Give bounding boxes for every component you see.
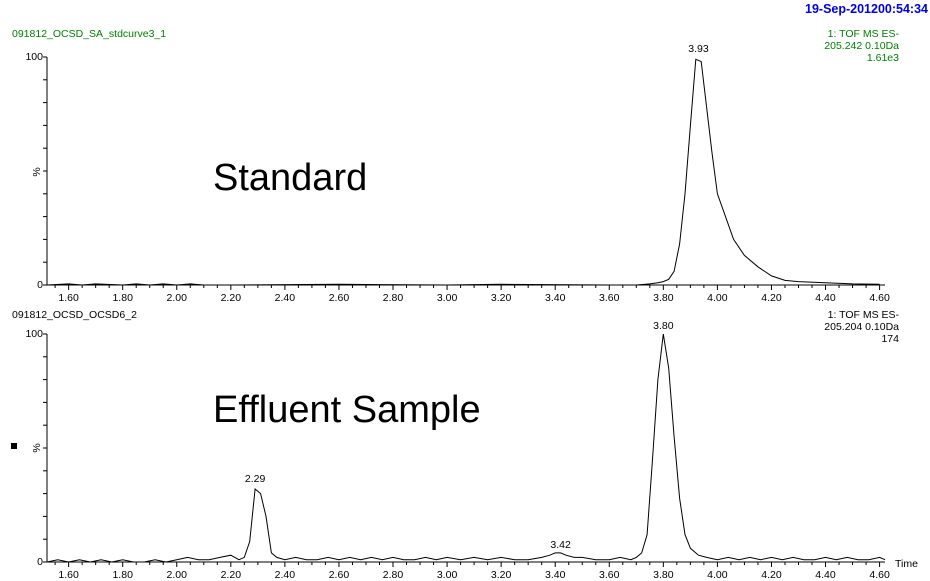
x-tick-label: 3.20 <box>491 292 512 304</box>
mass-window: 205.204 0.10Da <box>824 321 899 333</box>
mass-window: 205.242 0.10Da <box>824 40 899 52</box>
peak-label: 3.93 <box>688 43 709 55</box>
x-tick-label: 4.20 <box>761 569 782 581</box>
x-tick-label: 4.00 <box>707 292 728 304</box>
sample-name: 091812_OCSD_SA_stdcurve3_1 <box>12 28 166 40</box>
x-tick-label: 3.40 <box>545 292 566 304</box>
x-tick-labels: 1.60 1.80 2.00 2.20 2.40 2.60 2.80 3.00 3.20 3.40… <box>58 569 890 581</box>
peak-label: 3.42 <box>550 539 571 551</box>
panel-title: Effluent Sample <box>213 389 481 431</box>
x-tick-label: 2.20 <box>221 569 242 581</box>
x-tick-label: 3.00 <box>437 292 458 304</box>
x-tick-label: 2.80 <box>383 292 404 304</box>
y-axis-label: % <box>31 443 43 452</box>
chromatogram-trace <box>46 58 880 286</box>
chromatogram-trace <box>46 333 886 563</box>
y-tick-label: 0 <box>37 556 43 568</box>
x-tick-labels: 1.60 1.80 2.00 2.20 2.40 2.60 2.80 3.00 3.20 3.40… <box>58 292 890 304</box>
axes <box>43 56 885 290</box>
x-tick-label: 2.00 <box>167 569 188 581</box>
x-tick-label: 3.60 <box>599 292 620 304</box>
x-tick-label: 3.80 <box>653 292 674 304</box>
x-tick-label: 4.20 <box>761 292 782 304</box>
x-tick-label: 3.60 <box>599 569 620 581</box>
x-tick-label: 3.40 <box>545 569 566 581</box>
x-tick-label: 2.40 <box>275 292 296 304</box>
x-tick-label: 3.00 <box>437 569 458 581</box>
intensity-scale: 1.61e3 <box>867 52 899 64</box>
scan-function: 1: TOF MS ES- <box>828 28 900 40</box>
peak-label: 3.80 <box>653 320 674 332</box>
y-tick-label: 0 <box>37 279 43 291</box>
panel-marker <box>11 443 17 449</box>
x-tick-label: 4.40 <box>815 292 836 304</box>
x-tick-label: 2.00 <box>167 292 188 304</box>
x-tick-label: 4.60 <box>869 292 890 304</box>
peak-labels: 2.29 3.42 3.80 <box>245 320 674 551</box>
x-tick-label: 2.60 <box>329 569 350 581</box>
x-tick-label: 1.80 <box>112 569 133 581</box>
x-tick-label: 2.20 <box>221 292 242 304</box>
x-tick-label: 2.80 <box>383 569 404 581</box>
y-tick-label: 100 <box>25 51 43 63</box>
peak-labels: 3.93 <box>688 43 709 55</box>
x-tick-label: 4.40 <box>815 569 836 581</box>
x-tick-label: 1.60 <box>58 292 79 304</box>
y-axis-label: % <box>31 167 43 176</box>
y-tick-label: 100 <box>25 328 43 340</box>
sample-name: 091812_OCSD_OCSD6_2 <box>12 309 137 321</box>
x-tick-label: 1.60 <box>58 569 79 581</box>
x-axis-label: Time <box>895 558 918 570</box>
intensity-scale: 174 <box>881 333 899 345</box>
x-tick-label: 4.60 <box>869 569 890 581</box>
chart-panel-effluent: 091812_OCSD_OCSD6_2 1: TOF MS ES- 205.20… <box>11 309 918 581</box>
acquisition-timestamp: 19-Sep-201200:54:34 <box>805 2 928 16</box>
x-tick-label: 3.20 <box>491 569 512 581</box>
x-tick-label: 4.00 <box>707 569 728 581</box>
x-tick-label: 3.80 <box>653 569 674 581</box>
panel-title: Standard <box>213 157 367 199</box>
x-tick-label: 2.60 <box>329 292 350 304</box>
x-tick-label: 2.40 <box>275 569 296 581</box>
axes <box>43 333 886 567</box>
scan-function: 1: TOF MS ES- <box>828 309 900 321</box>
x-tick-label: 1.80 <box>112 292 133 304</box>
peak-label: 2.29 <box>245 473 266 485</box>
chart-panel-standard: 091812_OCSD_SA_stdcurve3_1 1: TOF MS ES-… <box>12 28 899 304</box>
